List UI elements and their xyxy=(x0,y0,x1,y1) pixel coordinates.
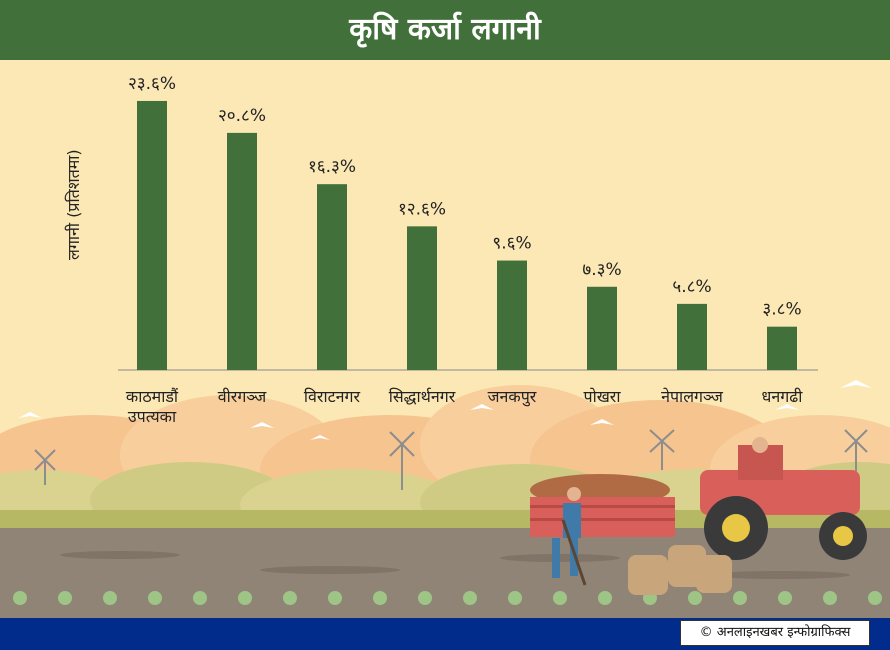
farmer-with-shovel xyxy=(552,487,587,586)
tractor xyxy=(700,437,867,560)
header-bar: कृषि कर्जा लगानी xyxy=(0,0,890,60)
category-label: वीरगञ्ज xyxy=(218,387,268,406)
category-label: जनकपुर xyxy=(488,387,537,407)
data-label: २०.८% xyxy=(218,106,266,126)
potato-sacks xyxy=(628,545,732,595)
trailer-with-potatoes xyxy=(530,474,675,537)
category-label: काठमाडौं उपत्यका xyxy=(126,387,179,426)
bar xyxy=(317,184,347,370)
bar xyxy=(677,303,707,370)
bar xyxy=(497,260,527,370)
bar xyxy=(767,326,797,370)
data-label: ५.८% xyxy=(672,277,711,297)
data-label: २३.६% xyxy=(128,74,176,94)
soil-rows xyxy=(60,551,850,579)
credit-label: © अनलाइनखबर इन्फोग्राफिक्स xyxy=(680,620,870,646)
birds xyxy=(18,380,872,440)
data-label: ३.८% xyxy=(762,300,801,320)
category-label: सिद्धार्थनगर xyxy=(389,387,456,406)
data-label: १२.६% xyxy=(398,199,446,219)
y-axis-label: लगानी (प्रतिशतमा) xyxy=(64,149,83,260)
bar xyxy=(587,286,617,370)
crop-plants xyxy=(13,591,882,605)
data-label: १६.३% xyxy=(308,157,356,177)
category-label: नेपालगञ्ज xyxy=(661,387,724,406)
category-label: पोखरा xyxy=(583,387,621,406)
bar xyxy=(227,132,257,370)
bar xyxy=(407,226,437,370)
category-label: विराटनगर xyxy=(304,387,361,406)
page-title: कृषि कर्जा लगानी xyxy=(349,12,541,47)
category-label: धनगढी xyxy=(762,387,804,406)
data-label: ७.३% xyxy=(582,260,621,280)
bar xyxy=(137,100,167,371)
data-label: ९.६% xyxy=(492,234,531,254)
